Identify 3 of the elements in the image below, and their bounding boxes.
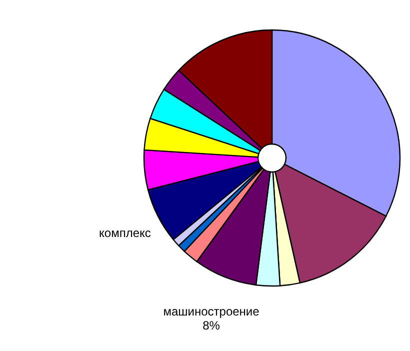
data-label: 8% [202, 318, 220, 332]
slice-label: машиностроение [163, 304, 260, 318]
slice-label: комплекс [99, 226, 151, 240]
